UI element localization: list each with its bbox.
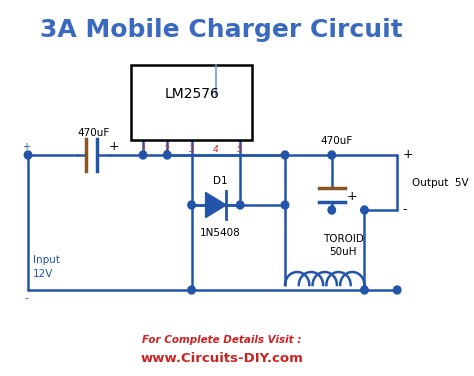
Text: TOROID
50uH: TOROID 50uH	[323, 234, 364, 257]
Text: +: +	[403, 149, 413, 162]
Circle shape	[237, 201, 244, 209]
Text: D1: D1	[213, 176, 228, 186]
Circle shape	[281, 201, 289, 209]
Text: Output  5V: Output 5V	[412, 177, 469, 188]
Text: 1: 1	[140, 146, 146, 155]
Circle shape	[281, 151, 289, 159]
Circle shape	[188, 201, 195, 209]
Circle shape	[328, 206, 336, 214]
Text: Input: Input	[33, 255, 60, 265]
Text: 2: 2	[164, 146, 170, 155]
Circle shape	[361, 206, 368, 214]
Circle shape	[24, 151, 32, 159]
Text: 470uF: 470uF	[77, 128, 109, 138]
Circle shape	[188, 286, 195, 294]
Text: www.Circuits-DIY.com: www.Circuits-DIY.com	[140, 352, 303, 364]
Polygon shape	[206, 193, 226, 218]
Text: For Complete Details Visit :: For Complete Details Visit :	[142, 335, 301, 345]
Text: LM2576: LM2576	[164, 86, 219, 100]
Circle shape	[139, 151, 147, 159]
Text: 1N5408: 1N5408	[200, 228, 241, 238]
Text: -: -	[403, 203, 407, 217]
Text: 5: 5	[237, 146, 243, 155]
Circle shape	[393, 286, 401, 294]
Text: 3: 3	[189, 146, 194, 155]
Text: 470uF: 470uF	[320, 136, 353, 146]
Text: 3A Mobile Charger Circuit: 3A Mobile Charger Circuit	[40, 18, 403, 42]
Text: +: +	[109, 141, 119, 153]
Text: +: +	[347, 190, 357, 203]
Circle shape	[328, 151, 336, 159]
Text: 12V: 12V	[33, 269, 53, 279]
Text: 4: 4	[213, 146, 219, 155]
Circle shape	[164, 151, 171, 159]
Text: +: +	[22, 142, 30, 152]
Circle shape	[361, 286, 368, 294]
Bar	[131, 65, 252, 140]
Text: -: -	[25, 293, 28, 303]
